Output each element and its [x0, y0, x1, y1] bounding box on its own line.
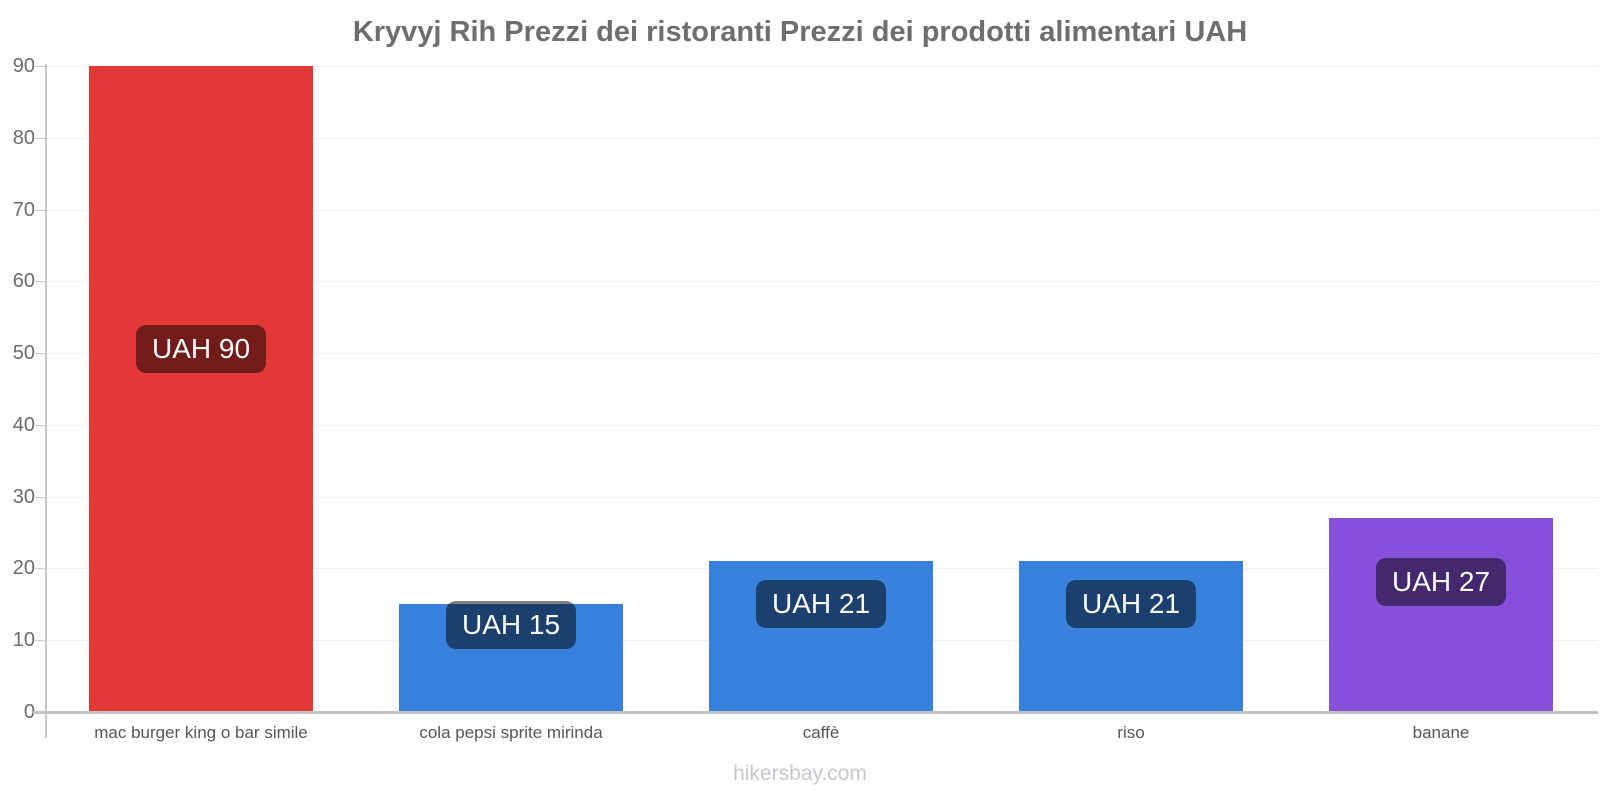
y-gridline — [46, 210, 1598, 211]
bar-5 — [1329, 518, 1553, 712]
watermark-hikersbay: hikersbay.com — [733, 762, 867, 785]
y-tick — [35, 568, 46, 569]
y-axis — [45, 64, 47, 738]
x-axis-category-label: riso — [1117, 723, 1145, 742]
y-tick — [35, 425, 46, 426]
x-axis-category-label: cola pepsi sprite mirinda — [419, 723, 603, 742]
y-gridline — [46, 281, 1598, 282]
y-axis-tick-label: 10 — [12, 629, 35, 651]
y-gridline — [46, 66, 1598, 67]
y-tick — [35, 138, 46, 139]
y-axis-tick-label: 30 — [12, 486, 35, 508]
bar-value-label: UAH 90 — [135, 325, 267, 373]
bar-value-label: UAH 27 — [1375, 558, 1507, 606]
y-axis-tick-label: 50 — [12, 342, 35, 364]
y-tick — [35, 640, 46, 641]
bar-value-label: UAH 21 — [1065, 580, 1197, 628]
chart-title: Kryvyj Rih Prezzi dei ristoranti Prezzi … — [352, 16, 1248, 48]
y-axis-tick-label: 20 — [12, 557, 35, 579]
y-axis-tick-label: 90 — [12, 55, 35, 77]
bar-value-label: UAH 21 — [755, 580, 887, 628]
y-axis-tick-label: 40 — [12, 414, 35, 436]
x-axis-category-label: caffè — [802, 723, 840, 742]
y-axis-tick-label: 0 — [23, 701, 35, 723]
y-gridline — [46, 138, 1598, 139]
bar-value-label: UAH 15 — [445, 601, 577, 649]
y-tick — [35, 497, 46, 498]
y-gridline — [46, 353, 1598, 354]
y-tick — [35, 210, 46, 211]
x-axis — [33, 711, 1598, 714]
x-axis-category-label: mac burger king o bar simile — [94, 723, 308, 742]
y-gridline — [46, 425, 1598, 426]
y-tick — [35, 281, 46, 282]
y-gridline — [46, 497, 1598, 498]
y-tick — [35, 353, 46, 354]
bar-1 — [89, 66, 313, 712]
x-axis-category-label: banane — [1412, 723, 1470, 742]
y-axis-tick-label: 80 — [12, 127, 35, 149]
y-tick — [35, 66, 46, 67]
y-axis-tick-label: 60 — [12, 270, 35, 292]
y-axis-tick-label: 70 — [12, 199, 35, 221]
